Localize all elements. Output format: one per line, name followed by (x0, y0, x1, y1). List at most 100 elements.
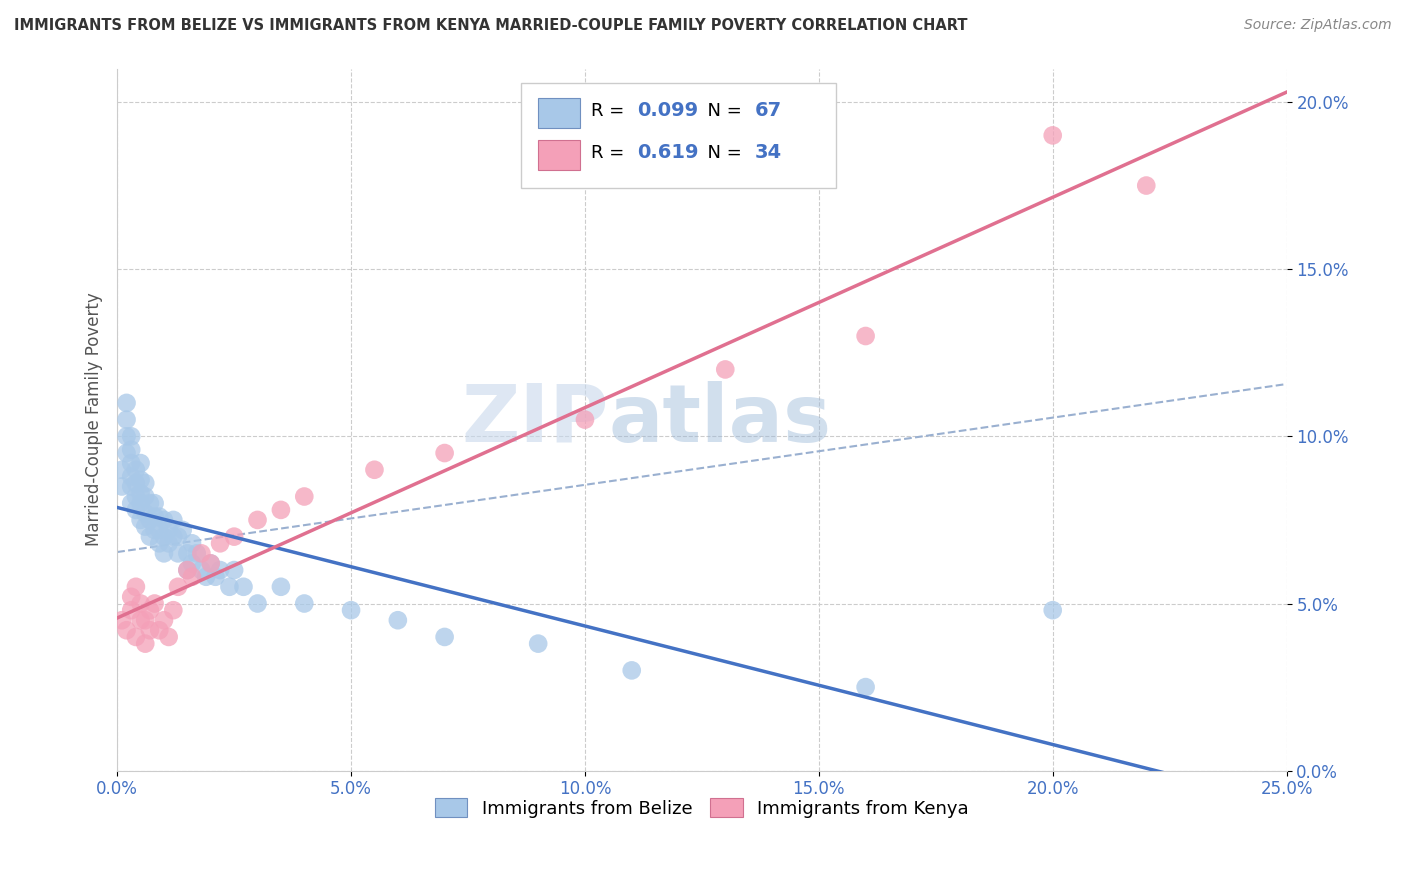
Point (387, 613, 409, 627)
Point (139, 603, 162, 617)
Point (363, 463, 385, 477)
Point (115, 624, 138, 638)
Point (224, 563, 246, 577)
Point (855, 680, 877, 694)
Point (148, 624, 170, 638)
Point (714, 362, 737, 376)
Point (172, 523, 194, 537)
Point (292, 490, 315, 504)
Point (167, 546, 190, 560)
Point (111, 479, 134, 493)
Point (120, 429, 142, 443)
Point (157, 536, 180, 550)
Point (157, 523, 180, 537)
Point (129, 456, 152, 470)
Point (129, 613, 152, 627)
Point (176, 563, 198, 577)
Point (148, 523, 170, 537)
Point (167, 530, 190, 544)
Point (153, 546, 176, 560)
Point (134, 637, 156, 651)
Point (176, 563, 198, 577)
Point (232, 580, 254, 594)
Point (153, 513, 176, 527)
Point (134, 519, 156, 533)
Text: R =: R = (591, 102, 630, 120)
Point (162, 603, 184, 617)
Point (120, 442, 142, 457)
Text: ZIP: ZIP (461, 381, 609, 458)
Point (143, 523, 166, 537)
Point (157, 630, 180, 644)
Point (111, 463, 134, 477)
Text: N =: N = (696, 144, 748, 161)
Point (153, 613, 176, 627)
Point (134, 476, 156, 491)
Point (139, 513, 162, 527)
Point (129, 597, 152, 611)
Text: 0.099: 0.099 (637, 101, 699, 120)
Point (148, 509, 170, 524)
Point (167, 580, 190, 594)
Point (209, 563, 232, 577)
Point (143, 509, 166, 524)
Point (1042, 603, 1064, 617)
Point (120, 456, 142, 470)
Point (129, 486, 152, 500)
Point (190, 546, 212, 560)
Point (270, 503, 292, 517)
Point (433, 446, 456, 460)
Text: atlas: atlas (609, 381, 831, 458)
Point (143, 496, 166, 510)
Point (148, 536, 170, 550)
Point (200, 557, 222, 571)
Point (120, 603, 142, 617)
Text: 0.619: 0.619 (637, 144, 699, 162)
Point (620, 664, 643, 678)
FancyBboxPatch shape (538, 140, 581, 169)
Point (115, 412, 138, 426)
Point (292, 597, 315, 611)
Point (195, 570, 218, 584)
Point (204, 570, 226, 584)
Point (115, 396, 138, 410)
Text: 34: 34 (755, 144, 782, 162)
Point (129, 513, 152, 527)
Point (139, 496, 162, 510)
FancyBboxPatch shape (520, 83, 837, 188)
Point (1042, 128, 1064, 143)
Point (181, 570, 204, 584)
Point (120, 590, 142, 604)
Point (125, 463, 148, 477)
Point (120, 469, 142, 483)
Point (218, 580, 240, 594)
Point (139, 530, 162, 544)
Point (134, 613, 156, 627)
Point (115, 429, 138, 443)
Point (125, 490, 148, 504)
Text: IMMIGRANTS FROM BELIZE VS IMMIGRANTS FROM KENYA MARRIED-COUPLE FAMILY POVERTY CO: IMMIGRANTS FROM BELIZE VS IMMIGRANTS FRO… (14, 18, 967, 33)
Point (181, 536, 204, 550)
Point (176, 546, 198, 560)
Point (139, 624, 162, 638)
Point (125, 503, 148, 517)
Point (433, 630, 456, 644)
Point (129, 496, 152, 510)
Point (224, 530, 246, 544)
Point (1135, 178, 1157, 193)
Point (527, 637, 550, 651)
FancyBboxPatch shape (538, 98, 581, 128)
Point (125, 580, 148, 594)
Text: 67: 67 (755, 101, 782, 120)
Point (134, 506, 156, 520)
Point (186, 546, 208, 560)
Point (129, 473, 152, 487)
Point (162, 513, 184, 527)
Point (120, 496, 142, 510)
Point (115, 446, 138, 460)
Point (574, 412, 596, 426)
Point (125, 630, 148, 644)
Point (125, 476, 148, 491)
Point (200, 557, 222, 571)
Text: N =: N = (696, 102, 748, 120)
